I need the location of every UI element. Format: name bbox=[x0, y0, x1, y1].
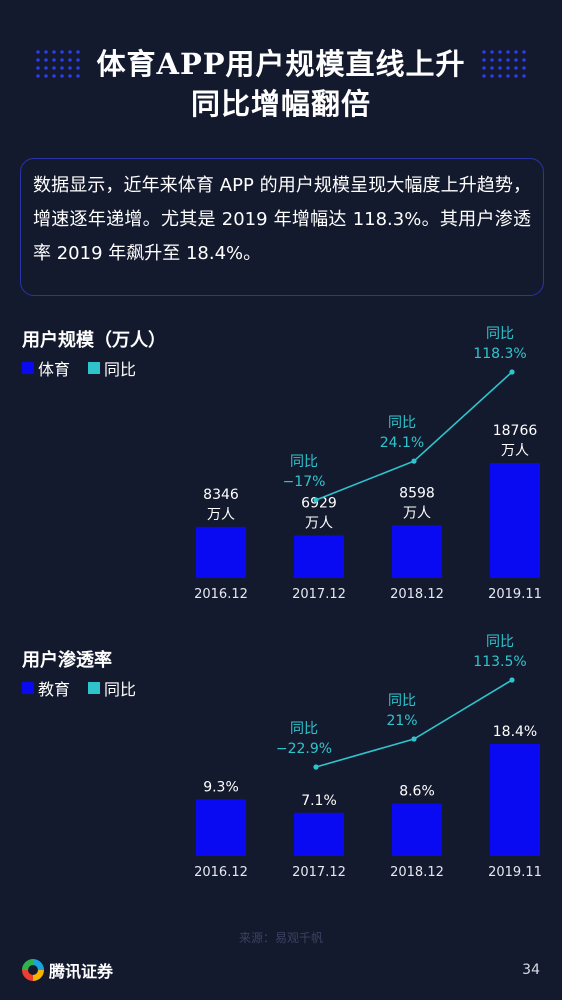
chart-1-bar-0 bbox=[196, 526, 246, 578]
chart-2-legend-bar-swatch bbox=[22, 682, 34, 694]
title-dots-left bbox=[34, 48, 82, 78]
chart-1-yoy-label-2: 同比 118.3% bbox=[473, 326, 526, 362]
chart-2-title: 用户渗透率 bbox=[22, 650, 112, 671]
page-title-line-1: 体育APP用户规模直线上升 bbox=[96, 47, 466, 81]
source-note: 来源：易观千帆 bbox=[238, 931, 323, 945]
chart-1-category-1: 2017.12 bbox=[292, 587, 346, 602]
chart-1-title: 用户规模（万人） bbox=[22, 330, 166, 351]
chart-2-legend-line-swatch bbox=[88, 682, 101, 694]
chart-2-bar-label-2: 8.6% bbox=[399, 784, 435, 800]
chart-1-legend-line-swatch bbox=[88, 362, 101, 374]
chart-1-bar-label-3: 18766 万人 bbox=[493, 423, 538, 459]
chart-1-svg: 8346 万人 2016.12 6929 万人 2017.12 8598 万人 2018.12 1… bbox=[194, 326, 542, 602]
chart-2-bar-1 bbox=[294, 812, 344, 856]
summary-text: 数据显示，近年来体育 APP 的用户规模呈现大幅度上升趋势，增速逐年递增。尤其是… bbox=[33, 175, 531, 264]
chart-1-legend-bar-label: 体育 bbox=[38, 360, 71, 379]
chart-1-bar-label-1: 6929 万人 bbox=[301, 496, 337, 532]
chart-2-category-1: 2017.12 bbox=[292, 865, 346, 880]
chart-1-legend-bar: 体育 bbox=[22, 356, 70, 380]
summary-box: 数据显示，近年来体育 APP 的用户规模呈现大幅度上升趋势，增速逐年递增。尤其是… bbox=[20, 158, 544, 296]
chart-2-legend: 教育 同比 bbox=[22, 676, 136, 700]
chart-1-yoy-point-1 bbox=[411, 458, 417, 464]
chart-2-bar-label-0: 9.3% bbox=[203, 779, 239, 795]
chart-1-yoy-point-0 bbox=[313, 497, 319, 503]
chart-1-category-2: 2018.12 bbox=[390, 587, 444, 602]
chart-2-legend-line-label: 同比 bbox=[104, 680, 137, 699]
chart-1-category-0: 2016.12 bbox=[194, 587, 248, 602]
page-title: 体育APP用户规模直线上升 同比增幅翻倍 bbox=[0, 44, 562, 124]
chart-1-yoy-point-2 bbox=[509, 369, 515, 375]
chart-2-yoy-point-1 bbox=[411, 736, 417, 742]
chart-1-bar-label-2: 8598 万人 bbox=[399, 485, 435, 521]
page-number: 34 bbox=[522, 962, 540, 978]
brand-logo-icon bbox=[22, 959, 44, 981]
chart-2-legend-bar-label: 教育 bbox=[38, 680, 71, 699]
brand-logo: 腾讯证券 bbox=[22, 958, 113, 982]
chart-2-yoy-label-2: 同比 113.5% bbox=[473, 634, 526, 670]
chart-1-legend: 体育 同比 bbox=[22, 356, 136, 380]
chart-1-category-3: 2019.11 bbox=[488, 587, 542, 602]
chart-1-legend-line: 同比 bbox=[88, 356, 136, 380]
chart-2-yoy-label-0: 同比−22.9% bbox=[276, 721, 332, 757]
chart-2-legend-line: 同比 bbox=[88, 676, 136, 700]
title-dots-right bbox=[480, 48, 528, 78]
chart-1-yoy-label-0: 同比−17% bbox=[283, 454, 326, 490]
chart-2-yoy-point-2 bbox=[509, 677, 515, 683]
chart-2-yoy-point-0 bbox=[313, 764, 319, 770]
brand-logo-text: 腾讯证券 bbox=[49, 962, 114, 981]
chart-2-bar-3 bbox=[490, 744, 540, 856]
chart-1-legend-bar-swatch bbox=[22, 362, 34, 374]
chart-1-bar-label-0: 8346 万人 bbox=[203, 487, 239, 523]
chart-2-category-2: 2018.12 bbox=[390, 865, 444, 880]
chart-2-category-3: 2019.11 bbox=[488, 865, 542, 880]
chart-2-yoy-label-1: 同比 21% bbox=[386, 693, 417, 729]
chart-2-category-0: 2016.12 bbox=[194, 865, 248, 880]
chart-1-legend-line-label: 同比 bbox=[104, 360, 137, 379]
chart-2-bar-label-1: 7.1% bbox=[301, 793, 337, 809]
chart-2-legend-bar: 教育 bbox=[22, 676, 70, 700]
chart-1-bar-1 bbox=[294, 535, 344, 578]
chart-2-svg: 9.3% 2016.12 7.1% 2017.12 8.6% 2018.12 18.4% 20… bbox=[194, 634, 542, 880]
chart-1-bar-3 bbox=[490, 463, 540, 578]
chart-2-bar-0 bbox=[196, 799, 246, 856]
chart-2-bar-label-3: 18.4% bbox=[493, 724, 537, 740]
chart-1-bar-2 bbox=[392, 525, 442, 578]
chart-2-bar-2 bbox=[392, 803, 442, 856]
page-title-line-2: 同比增幅翻倍 bbox=[190, 87, 371, 121]
chart-1-yoy-label-1: 同比 24.1% bbox=[380, 415, 424, 451]
